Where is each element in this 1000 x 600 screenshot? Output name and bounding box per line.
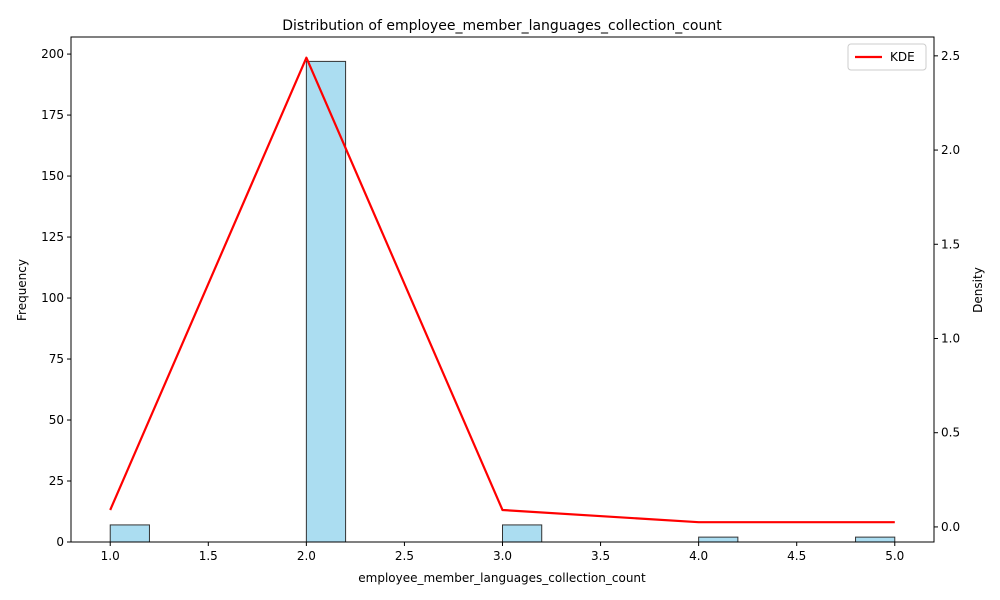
x-axis-title: employee_member_languages_collection_cou… bbox=[358, 571, 646, 585]
histogram-bar-3 bbox=[698, 536, 739, 543]
y-tick-label: 0 bbox=[56, 535, 64, 549]
chart-title: Distribution of employee_member_language… bbox=[282, 18, 722, 34]
x-tick-label: 3.0 bbox=[493, 549, 512, 563]
y2-tick-label: 0.5 bbox=[941, 426, 960, 440]
x-axis-ticks: 1.0 1.5 2.0 2.5 3.0 3.5 4.0 4.5 5.0 bbox=[101, 542, 904, 563]
x-tick-label: 3.5 bbox=[591, 549, 610, 563]
x-tick-label: 5.0 bbox=[885, 549, 904, 563]
y2-tick-label: 1.5 bbox=[941, 237, 960, 251]
kde-series bbox=[109, 56, 895, 524]
y-tick-label: 75 bbox=[49, 352, 64, 366]
y2-tick-label: 2.5 bbox=[941, 49, 960, 63]
y-axis-title: Frequency bbox=[15, 259, 29, 321]
histogram-bar-4 bbox=[855, 536, 896, 543]
y-tick-label: 100 bbox=[41, 291, 64, 305]
histogram-bar-0 bbox=[109, 524, 150, 543]
y2-tick-label: 0.0 bbox=[941, 520, 960, 534]
histogram-bars bbox=[109, 60, 896, 543]
x-tick-label: 4.5 bbox=[787, 549, 806, 563]
legend: KDE bbox=[847, 43, 927, 71]
kde-line-0 bbox=[109, 56, 895, 524]
histogram-bar-1 bbox=[305, 60, 347, 543]
y-tick-label: 175 bbox=[41, 108, 64, 122]
x-tick-label: 1.5 bbox=[199, 549, 218, 563]
y-tick-label: 50 bbox=[49, 413, 64, 427]
y-tick-label: 150 bbox=[41, 169, 64, 183]
histogram-bar-2 bbox=[502, 524, 543, 543]
legend-kde-label: KDE bbox=[890, 50, 915, 64]
x-tick-label: 2.5 bbox=[395, 549, 414, 563]
y2-axis-title: Density bbox=[971, 267, 985, 313]
y2-axis-ticks: 0.0 0.5 1.0 1.5 2.0 2.5 bbox=[934, 49, 960, 534]
y-axis-ticks: 0 25 50 75 100 125 150 175 200 bbox=[41, 47, 71, 549]
x-tick-label: 1.0 bbox=[101, 549, 120, 563]
y-tick-label: 125 bbox=[41, 230, 64, 244]
x-tick-label: 4.0 bbox=[689, 549, 708, 563]
legend-box bbox=[847, 43, 927, 71]
y-tick-label: 200 bbox=[41, 47, 64, 61]
y2-tick-label: 1.0 bbox=[941, 331, 960, 345]
y2-tick-label: 2.0 bbox=[941, 143, 960, 157]
y-tick-label: 25 bbox=[49, 474, 64, 488]
x-tick-label: 2.0 bbox=[297, 549, 316, 563]
